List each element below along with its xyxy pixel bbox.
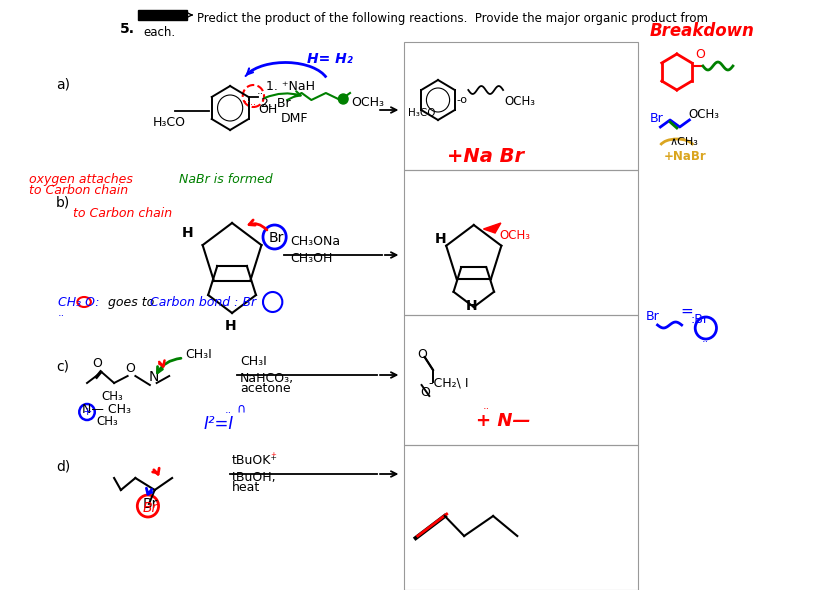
Text: Predict the product of the following reactions.  Provide the major organic produ: Predict the product of the following rea…: [197, 12, 707, 25]
Circle shape: [338, 94, 347, 104]
Text: CH₃ONa: CH₃ONa: [289, 235, 340, 248]
Text: H: H: [182, 226, 194, 240]
Text: I²=I: I²=I: [203, 415, 233, 433]
Text: CH₃I: CH₃I: [185, 348, 213, 361]
Bar: [404, 170, 638, 315]
Text: to Carbon chain: to Carbon chain: [73, 207, 171, 220]
Text: Br: Br: [649, 112, 662, 125]
Text: ∧CH₃: ∧CH₃: [668, 137, 697, 147]
Text: ∩: ∩: [236, 402, 245, 415]
Text: tBuOK⁺: tBuOK⁺: [232, 454, 278, 467]
Text: CH₃I: CH₃I: [240, 355, 266, 368]
Text: + N—: + N—: [476, 412, 529, 430]
Text: H: H: [224, 319, 236, 333]
Text: to Carbon chain: to Carbon chain: [29, 184, 128, 197]
Text: Br: Br: [142, 501, 157, 515]
Text: =: =: [680, 304, 693, 319]
Text: H₃CO: H₃CO: [408, 108, 435, 118]
Text: O: O: [126, 362, 136, 375]
Text: Br: Br: [143, 497, 158, 511]
Text: 2. Br: 2. Br: [261, 97, 290, 110]
Text: ..: ..: [224, 405, 232, 415]
Text: CH₃ O:: CH₃ O:: [58, 296, 99, 309]
Text: acetone: acetone: [240, 382, 290, 395]
Text: Carbon bond : Br: Carbon bond : Br: [150, 296, 256, 309]
Text: ..: ..: [482, 401, 489, 411]
Text: OH: OH: [258, 103, 277, 116]
Text: c): c): [56, 360, 69, 374]
Text: ..: ..: [251, 97, 256, 107]
Text: heat: heat: [232, 481, 260, 494]
Text: tBuOH,: tBuOH,: [232, 471, 276, 484]
Text: CH₃OH: CH₃OH: [289, 252, 332, 265]
Text: Breakdown: Breakdown: [649, 22, 753, 40]
Text: -o: -o: [457, 95, 467, 105]
Text: Br: Br: [645, 310, 659, 323]
Text: ⁺: ⁺: [270, 452, 276, 462]
Polygon shape: [483, 223, 500, 233]
Text: H= H₂: H= H₂: [307, 52, 353, 66]
Text: ..: ..: [701, 334, 709, 344]
Text: OCH₃: OCH₃: [351, 96, 384, 109]
Text: +: +: [83, 407, 93, 417]
Bar: [138, 10, 186, 20]
Text: O: O: [417, 348, 427, 361]
Text: O: O: [92, 357, 102, 370]
Text: NaBr is formed: NaBr is formed: [179, 173, 272, 186]
Text: N: N: [149, 370, 159, 384]
Text: a): a): [56, 78, 70, 92]
Text: O: O: [695, 48, 705, 61]
Text: +Na Br: +Na Br: [447, 147, 523, 166]
Text: DMF: DMF: [280, 112, 308, 125]
Text: NaHCO₃,: NaHCO₃,: [240, 372, 294, 385]
Text: 5.: 5.: [120, 22, 135, 36]
Text: goes to: goes to: [108, 296, 155, 309]
Text: ..: ..: [243, 94, 250, 104]
Text: ..: ..: [58, 308, 65, 318]
Bar: [404, 42, 638, 170]
Text: H: H: [466, 299, 477, 313]
Text: H: H: [434, 232, 447, 246]
Text: N— CH₃: N— CH₃: [82, 403, 131, 416]
Text: 1. ⁺NaH: 1. ⁺NaH: [265, 80, 314, 93]
Text: H₃CO: H₃CO: [153, 116, 185, 129]
Text: +NaBr: +NaBr: [662, 150, 705, 163]
Bar: [404, 315, 638, 445]
Bar: [404, 445, 638, 590]
Text: OCH₃: OCH₃: [499, 229, 529, 242]
Text: OCH₃: OCH₃: [504, 95, 534, 108]
Text: oxygen attaches: oxygen attaches: [29, 173, 132, 186]
Text: -CH₂\ I: -CH₂\ I: [428, 376, 468, 389]
Text: each.: each.: [143, 26, 175, 39]
Text: d): d): [56, 460, 70, 474]
Text: ..: ..: [257, 86, 264, 96]
Text: b): b): [56, 196, 70, 210]
Text: :Br: :Br: [690, 313, 708, 326]
Text: CH₃: CH₃: [102, 390, 123, 403]
Text: OCH₃: OCH₃: [687, 108, 719, 121]
Text: O: O: [420, 386, 430, 399]
Text: CH₃: CH₃: [97, 415, 118, 428]
Text: Br: Br: [269, 231, 284, 245]
